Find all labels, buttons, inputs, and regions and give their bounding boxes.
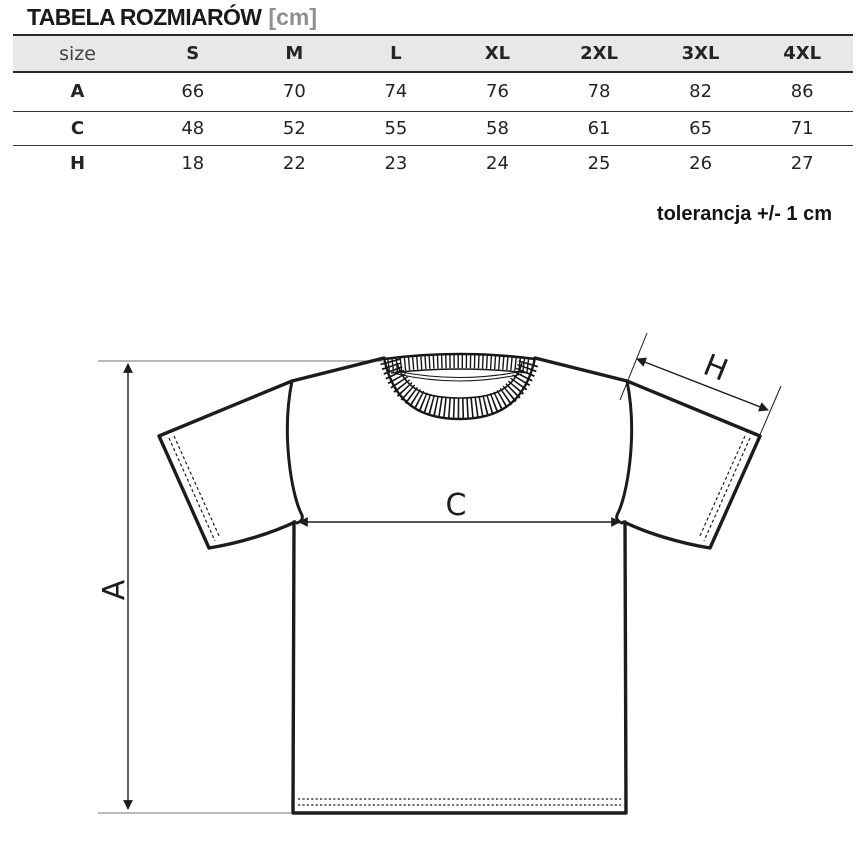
dimension-label-a: A xyxy=(97,579,132,600)
col-header: 4XL xyxy=(751,35,853,73)
table-row: A 66 70 74 76 78 82 86 xyxy=(13,72,853,111)
size-value-cell: 78 xyxy=(587,81,611,103)
h-extension-lines xyxy=(619,332,782,452)
size-value-cell: 48 xyxy=(181,117,205,139)
right-cuff-stitch-2 xyxy=(698,435,746,539)
right-armhole-seam xyxy=(615,379,634,525)
size-value-cell: 82 xyxy=(689,81,713,103)
table-row: C 48 52 55 58 61 65 71 xyxy=(13,111,853,145)
col-header: 2XL xyxy=(548,35,650,73)
left-armhole-seam xyxy=(285,379,304,525)
size-value-cell: 86 xyxy=(790,81,814,103)
size-value-cell: 24 xyxy=(486,153,509,175)
size-value-cell: 23 xyxy=(384,153,408,175)
col-header: XL xyxy=(446,35,549,73)
size-value-cell: 26 xyxy=(689,153,713,175)
size-value-cell: 66 xyxy=(181,81,205,103)
col-header: L xyxy=(345,35,447,73)
size-value-cell: 61 xyxy=(587,117,611,139)
title-unit: [cm] xyxy=(268,4,317,30)
body-outline xyxy=(291,520,628,815)
right-shoulder-sleeve xyxy=(533,356,762,550)
header-row: size S M L XL 2XL 3XL 4XL xyxy=(13,35,853,73)
dimension-label-h: H xyxy=(699,348,733,389)
size-value-cell: 58 xyxy=(486,117,509,139)
row-label: A xyxy=(70,81,85,103)
size-value-cell: 52 xyxy=(282,117,306,139)
size-value-cell: 25 xyxy=(587,153,611,175)
dimension-line-h xyxy=(636,357,769,412)
row-label: C xyxy=(70,117,85,139)
size-value-cell: 18 xyxy=(181,153,205,175)
left-cuff-stitch-1 xyxy=(168,437,216,542)
col-header: S xyxy=(142,35,244,73)
size-value-cell: 65 xyxy=(689,117,713,139)
size-value-cell: 70 xyxy=(282,81,306,103)
a-extension-lines xyxy=(98,360,383,814)
collar-outer-edge xyxy=(382,357,537,421)
col-header: 3XL xyxy=(649,35,752,73)
dimension-lines xyxy=(123,357,769,810)
page-title: TABELA ROZMIARÓW [cm] xyxy=(27,4,317,31)
size-value-cell: 55 xyxy=(384,117,408,139)
size-value-cell: 76 xyxy=(486,81,509,103)
size-table: size S M L XL 2XL 3XL 4XL A 66 70 74 76 78 82 86 C 48 52… xyxy=(13,34,853,182)
collar-inner-edge xyxy=(396,362,523,399)
tshirt-outline xyxy=(157,356,762,815)
right-cuff-stitch-1 xyxy=(703,437,751,542)
collar-front-rib xyxy=(380,357,539,419)
table-body: A 66 70 74 76 78 82 86 C 48 52 55 58 61 65 71 H 18 22 23 24 2… xyxy=(13,72,853,182)
dimension-label-c: C xyxy=(446,488,467,523)
left-cuff-stitch-2 xyxy=(173,435,221,539)
left-shoulder-sleeve xyxy=(157,356,386,550)
title-text: TABELA ROZMIARÓW xyxy=(27,4,262,30)
back-neck-seam-1 xyxy=(395,370,524,379)
tolerance-note: tolerancja +/- 1 cm xyxy=(656,203,832,225)
stitch-lines xyxy=(168,435,751,806)
size-col-header: size xyxy=(13,35,142,73)
collar-back-rib xyxy=(387,355,532,373)
back-neck-seam-2 xyxy=(396,373,523,382)
size-value-cell: 27 xyxy=(790,153,814,175)
row-label: H xyxy=(69,153,86,175)
collar-ribbing xyxy=(380,352,539,421)
collar-top-edge xyxy=(383,352,536,361)
size-value-cell: 74 xyxy=(384,81,408,103)
col-header: M xyxy=(243,35,346,73)
collar-band-bottom-edge xyxy=(390,368,529,374)
size-value-cell: 71 xyxy=(790,117,814,139)
table-row: H 18 22 23 24 25 26 27 xyxy=(13,145,853,182)
size-value-cell: 22 xyxy=(282,153,306,175)
